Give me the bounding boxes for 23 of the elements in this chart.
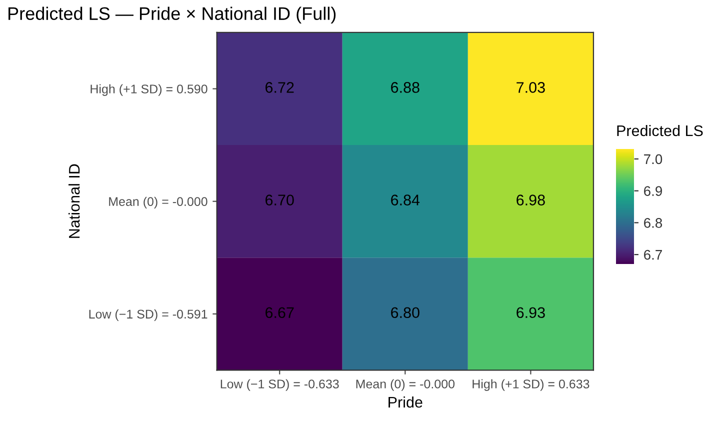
y-tick-label: High (+1 SD) = 0.590 bbox=[90, 84, 208, 96]
x-tick-label: Mean (0) = -0.000 bbox=[356, 379, 455, 391]
data-label: 6.98 bbox=[516, 194, 545, 206]
color-bar-label: 6.7 bbox=[644, 250, 662, 260]
data-label: 6.88 bbox=[391, 82, 420, 93]
x-tick-label: Low (−1 SD) = -0.633 bbox=[220, 379, 339, 391]
data-label: 6.93 bbox=[516, 307, 545, 318]
y-tick-label: Low (−1 SD) = -0.591 bbox=[89, 309, 208, 322]
data-label: 6.72 bbox=[266, 82, 294, 93]
color-bar-label: 6.9 bbox=[644, 186, 662, 196]
data-label: 7.03 bbox=[516, 82, 545, 93]
data-label: 6.84 bbox=[391, 194, 420, 206]
color-bar-title: Predicted LS bbox=[617, 124, 703, 136]
y-axis-title: National ID bbox=[68, 164, 80, 238]
data-label: 6.70 bbox=[266, 194, 294, 206]
data-label: 6.80 bbox=[391, 307, 420, 318]
color-bar-label: 6.8 bbox=[644, 218, 662, 228]
chart-title: Predicted LS — Pride × National ID (Full) bbox=[8, 6, 336, 24]
x-axis-title: Pride bbox=[388, 396, 422, 408]
y-tick-label: Mean (0) = -0.000 bbox=[109, 196, 208, 208]
data-label: 6.67 bbox=[266, 307, 294, 318]
color-bar-label: 7.0 bbox=[644, 154, 662, 164]
x-tick-label: High (+1 SD) = 0.633 bbox=[472, 379, 590, 391]
